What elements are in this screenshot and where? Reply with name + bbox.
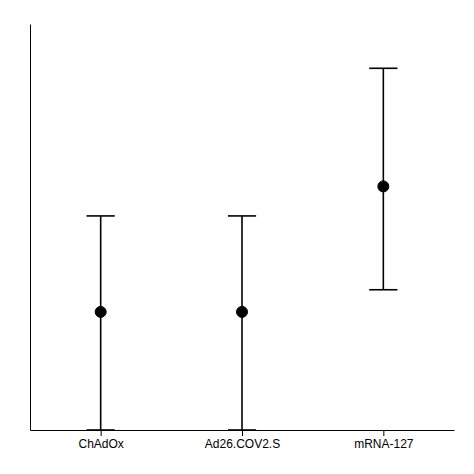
x-tick: Ad26.COV2.S bbox=[205, 430, 280, 451]
dot bbox=[95, 306, 106, 317]
error-bar-line bbox=[100, 216, 102, 430]
x-tick-mark bbox=[383, 430, 384, 436]
error-bar bbox=[369, 68, 397, 289]
x-tick-label: Ad26.COV2.S bbox=[205, 437, 280, 451]
plot: ChAdOx Ad26.COV2.S mRNA-127 bbox=[31, 25, 455, 451]
x-tick-label: mRNA-127 bbox=[354, 437, 414, 451]
error-bar bbox=[228, 216, 256, 430]
x-tick: mRNA-127 bbox=[354, 430, 414, 451]
error-bar-cap-bottom bbox=[87, 429, 115, 431]
error-bar-line bbox=[383, 68, 385, 289]
x-tick-label: ChAdOx bbox=[78, 437, 123, 451]
error-bar-cap-bottom bbox=[369, 289, 397, 291]
marks bbox=[87, 68, 398, 430]
dot bbox=[237, 306, 248, 317]
y-axis-line bbox=[30, 25, 31, 431]
y-axis bbox=[30, 25, 31, 431]
error-bar-line bbox=[241, 216, 243, 430]
x-axis: ChAdOx Ad26.COV2.S mRNA-127 bbox=[31, 430, 455, 451]
error-bar bbox=[87, 216, 115, 430]
dot bbox=[378, 181, 389, 192]
x-tick: ChAdOx bbox=[78, 430, 123, 451]
x-tick-mark bbox=[101, 430, 102, 436]
x-tick-mark bbox=[242, 430, 243, 436]
chart-svg: ChAdOx Ad26.COV2.S mRNA-127 bbox=[0, 0, 474, 474]
error-bar-cap-top bbox=[87, 215, 115, 217]
chart-container: ChAdOx Ad26.COV2.S mRNA-127 bbox=[0, 0, 474, 474]
error-bar-cap-top bbox=[228, 215, 256, 217]
error-bar-cap-bottom bbox=[228, 429, 256, 431]
error-bar-cap-top bbox=[369, 67, 397, 69]
